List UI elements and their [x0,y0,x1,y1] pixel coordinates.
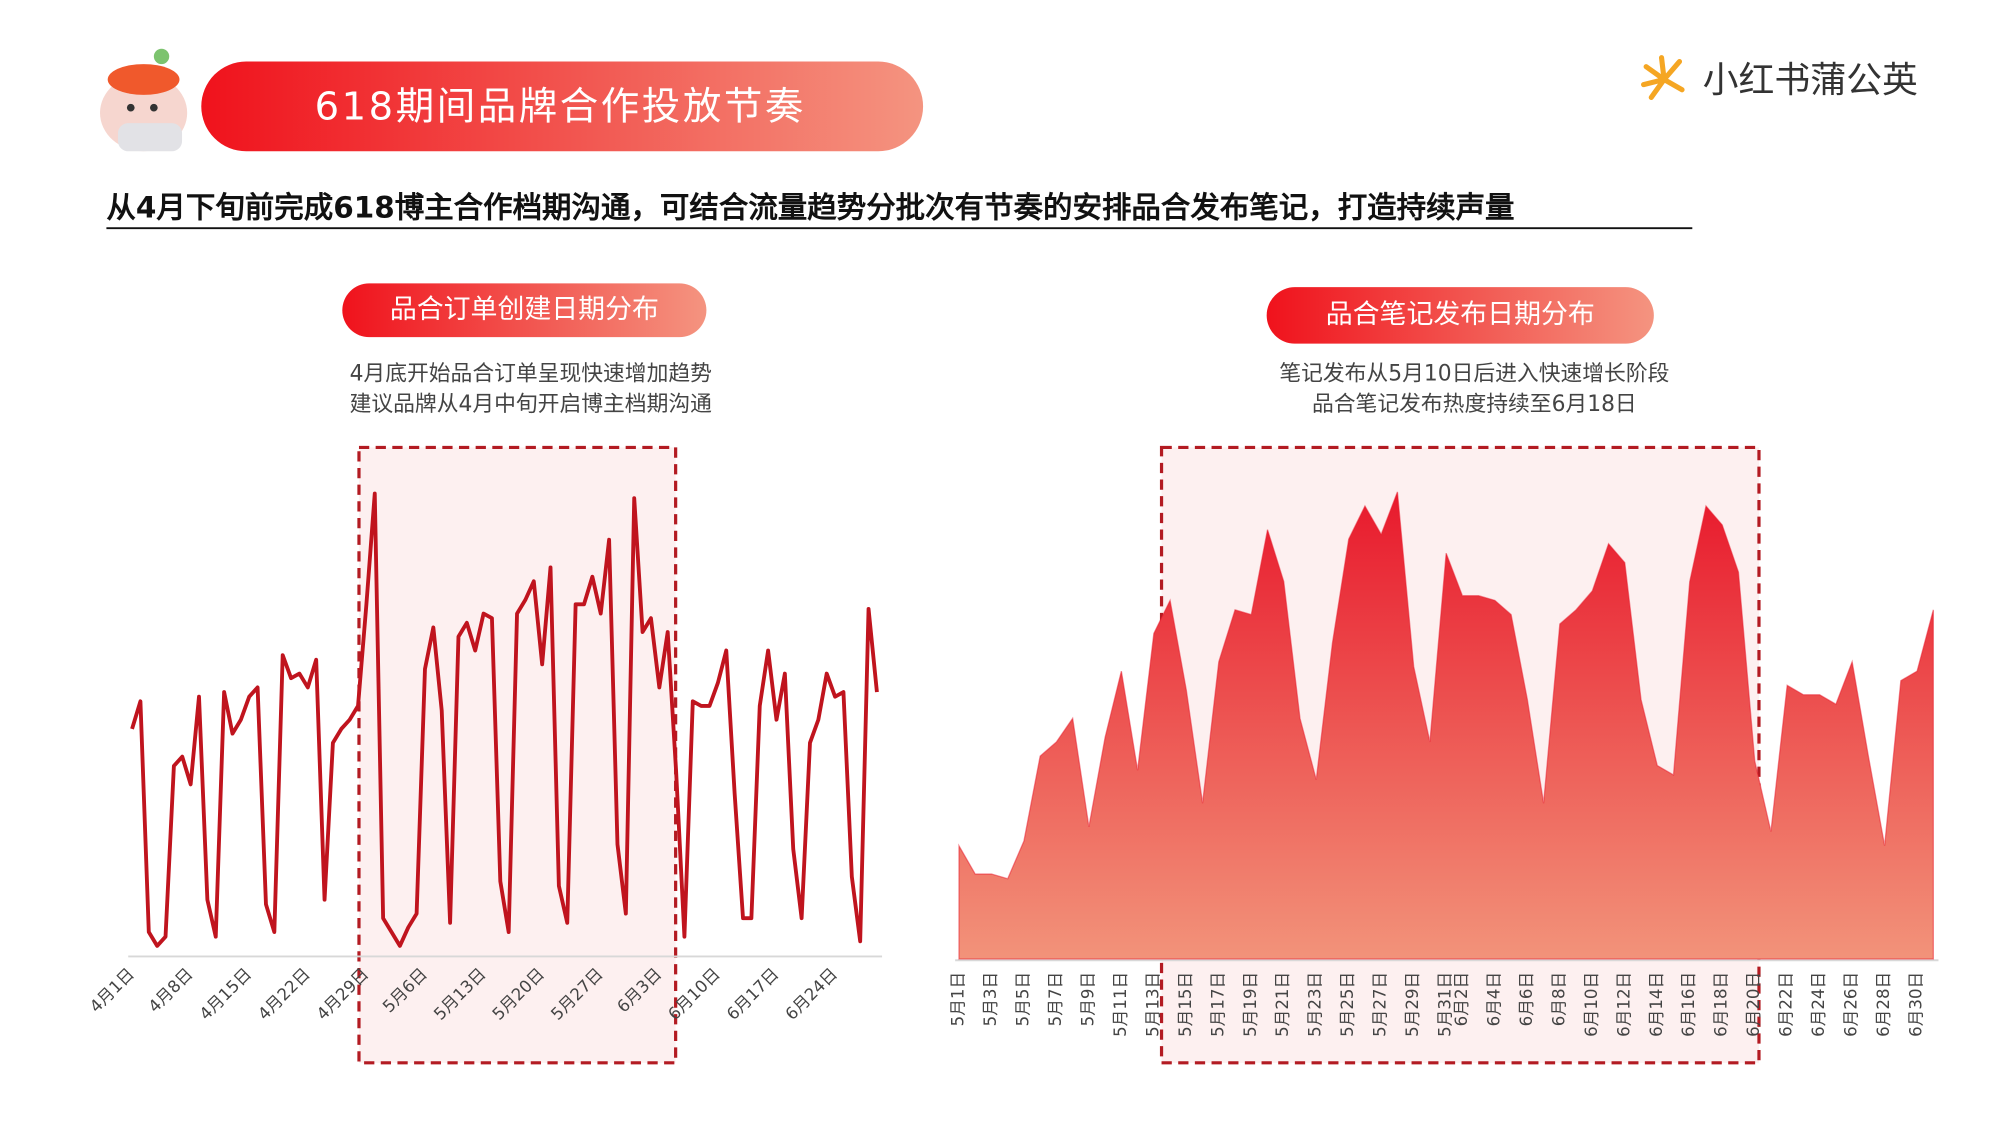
x-tick-label: 5月31日 [1436,972,1455,1037]
x-tick-label: 6月16日 [1679,972,1698,1037]
chart-note: 笔记发布从5月10日后进入快速增长阶段 [1279,361,1669,386]
x-tick-label: 6月30日 [1907,972,1926,1037]
x-tick-label: 6月4日 [1484,972,1503,1027]
x-tick-label: 5月9日 [1078,972,1097,1027]
x-tick-label: 5月11日 [1111,972,1130,1037]
x-tick-label: 5月19日 [1241,972,1260,1037]
x-tick-label: 6月26日 [1842,972,1861,1037]
x-tick-label: 5月25日 [1338,972,1357,1037]
brand-name: 小红书蒲公英 [1703,60,1918,101]
chart-note: 品合笔记发布热度持续至6月18日 [1312,392,1637,417]
title-pill [201,61,924,152]
x-tick-label: 6月6日 [1517,972,1536,1027]
x-tick-label: 5月29日 [1403,972,1422,1037]
x-tick-label: 4月8日 [145,964,197,1016]
page-title: 618期间品牌合作投放节奏 [315,84,806,129]
x-tick-label: 5月27日 [1371,972,1390,1037]
chart-title-pill [342,283,707,338]
x-tick-label: 5月7日 [1046,972,1065,1027]
chart-title-pill [1266,287,1654,344]
highlight-box [357,445,678,1065]
x-tick-label: 6月10日 [1582,972,1601,1037]
x-tick-label: 5月23日 [1306,972,1325,1037]
x-tick-label: 5月3日 [981,972,1000,1027]
mascot [100,48,188,152]
x-tick-label: 6月17日 [723,964,782,1023]
x-tick-label: 6月24日 [1809,972,1828,1037]
chart-title: 品合笔记发布日期分布 [1326,299,1595,330]
x-tick-label: 5月21日 [1273,972,1292,1037]
x-tick-label: 6月8日 [1549,972,1568,1027]
area [958,491,1934,960]
x-tick-label: 5月15日 [1176,972,1195,1037]
x-tick-label: 5月13日 [1143,972,1162,1037]
chart-title: 品合订单创建日期分布 [390,294,659,325]
x-tick-label: 4月15日 [196,964,255,1023]
x-tick-label: 6月28日 [1874,972,1893,1037]
x-tick-label: 6月18日 [1712,972,1731,1037]
x-tick-label: 5月1日 [948,972,967,1027]
x-tick-label: 5月17日 [1208,972,1227,1037]
x-tick-label: 6月22日 [1777,972,1796,1037]
line [130,491,879,948]
x-tick-label: 4月22日 [254,964,313,1023]
x-tick-label: 6月24日 [782,964,841,1023]
subtitle: 从4月下旬前完成618博主合作档期沟通，可结合流量趋势分批次有节奏的安排品合发布… [106,190,1514,224]
chart-note: 建议品牌从4月中旬开启博主档期沟通 [350,392,713,417]
x-tick-label: 6月2日 [1452,972,1471,1027]
x-tick-label: 6月12日 [1614,972,1633,1037]
chart-note: 4月底开始品合订单呈现快速增加趋势 [350,361,712,386]
x-tick-label: 6月14日 [1647,972,1666,1037]
x-tick-label: 5月5日 [1013,972,1032,1027]
brand-logo [1641,55,1685,101]
x-tick-label: 4月1日 [86,964,138,1016]
x-tick-label: 6月20日 [1744,972,1763,1037]
